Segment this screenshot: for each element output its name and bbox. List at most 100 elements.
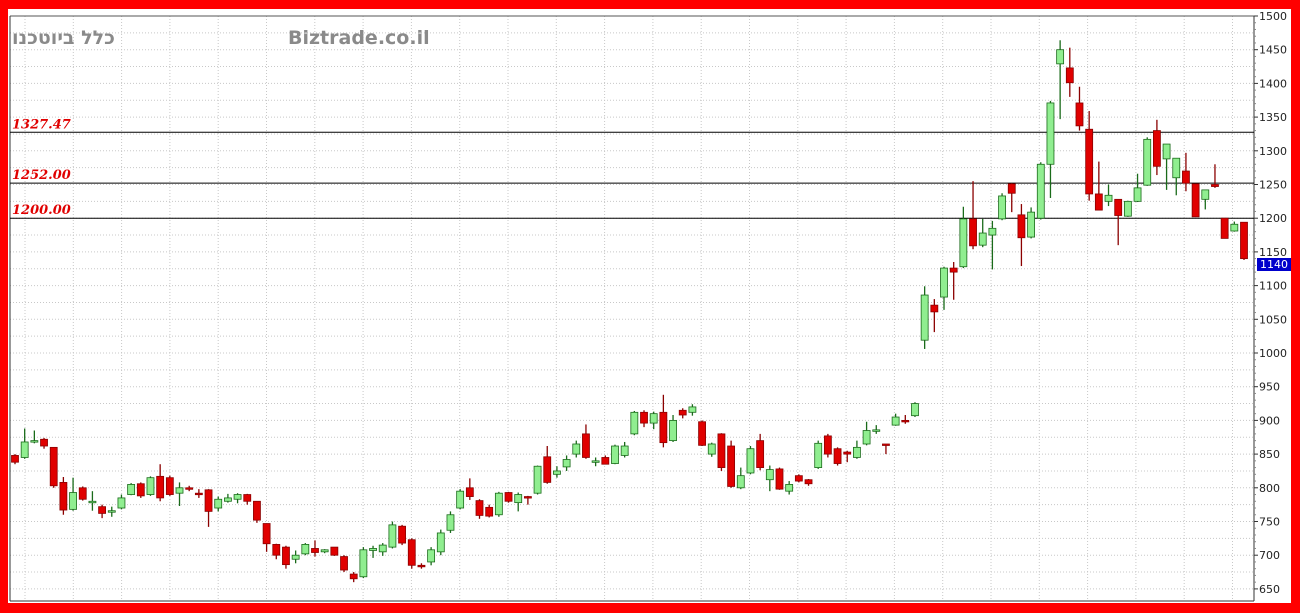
candle-body [340, 556, 348, 571]
candle-body [911, 403, 919, 417]
candle-body [1075, 102, 1084, 127]
candle-body [533, 465, 542, 494]
level-label: 1200.00 [12, 203, 71, 218]
candle-body [1114, 198, 1123, 216]
last-price-badge: 1140 [1257, 257, 1291, 271]
y-tick-label: 800 [1259, 482, 1280, 495]
y-tick-label: 1300 [1259, 145, 1287, 158]
chart-frame: 650 700 750 800 850 900 950 1000 1050 1100 1150 120… [8, 9, 1291, 603]
candle-body [378, 544, 387, 553]
candle-body [930, 304, 939, 313]
candle-body [640, 411, 648, 424]
candle-body [717, 433, 726, 468]
candle-body [253, 500, 261, 521]
y-tick-label: 1050 [1259, 313, 1287, 326]
candle-body [794, 475, 803, 482]
candle-body [669, 419, 677, 442]
candle-body [204, 489, 213, 512]
candle-body [407, 539, 416, 566]
candle-body [698, 421, 706, 446]
candle-body [649, 413, 658, 424]
candle-body [785, 484, 794, 492]
candle-body [562, 459, 571, 468]
candle-body [88, 500, 97, 504]
candle-body [223, 497, 232, 502]
candle-body [1065, 67, 1074, 84]
candle-body [1123, 200, 1132, 217]
candle-body [456, 490, 465, 509]
candle-body [765, 469, 774, 481]
candle-body [1104, 194, 1113, 202]
candle-body [1027, 211, 1036, 238]
candle-body [330, 546, 339, 556]
candle-body [736, 475, 745, 489]
candle-body [620, 445, 629, 456]
y-tick-label: 1350 [1259, 111, 1287, 124]
candle-body [572, 443, 581, 455]
level-label: 1327.47 [12, 117, 71, 132]
candle-body [523, 496, 532, 499]
candle-body [30, 440, 39, 443]
candle-body [804, 479, 813, 485]
candle-body [262, 523, 271, 545]
y-tick-label: 1200 [1259, 212, 1287, 225]
candle-body [165, 477, 174, 495]
candle-body [78, 487, 87, 500]
candle-body [998, 195, 1006, 220]
y-tick-label: 1400 [1259, 77, 1287, 90]
candle-body [49, 446, 58, 487]
candle-body [291, 554, 300, 560]
candle-body [485, 506, 494, 517]
candle-body [1056, 49, 1065, 65]
candle-body [446, 514, 455, 531]
candle-body [427, 549, 436, 563]
instrument-name: כלל ביוטכנו [12, 27, 115, 49]
candle-body [901, 419, 910, 423]
candle-body [117, 497, 126, 509]
candle-body [1240, 221, 1248, 260]
candle-body [920, 294, 929, 341]
candle-body [69, 492, 77, 510]
candle-body [727, 445, 736, 487]
candle-body [1017, 214, 1026, 239]
candle-body [11, 455, 19, 463]
candle-body [1191, 183, 1200, 218]
candle-body [40, 438, 48, 447]
candle-body [1133, 187, 1142, 202]
candle-body [107, 510, 116, 513]
candle-body [707, 443, 716, 455]
candle-body [688, 406, 697, 413]
candle-body [272, 544, 281, 556]
candle-body [59, 482, 68, 511]
candle-body [959, 218, 968, 268]
candle-body [891, 416, 900, 426]
candle-body [214, 498, 223, 509]
candle-body [601, 457, 610, 465]
y-tick-label: 1100 [1259, 280, 1287, 293]
y-tick-label: 700 [1259, 549, 1280, 562]
candle-body [1182, 170, 1190, 184]
candle-body [988, 227, 997, 236]
candle-body [127, 484, 136, 495]
y-tick-label: 650 [1259, 583, 1280, 596]
candle-body [833, 448, 842, 464]
candle-body [398, 525, 406, 544]
candle-body [156, 475, 165, 499]
candle-body [1085, 128, 1094, 195]
y-tick-label: 1000 [1259, 347, 1287, 360]
candle-body [969, 218, 977, 247]
candle-body [553, 470, 561, 475]
candle-body [775, 468, 784, 490]
y-tick-label: 950 [1259, 381, 1280, 394]
candle-body [659, 411, 668, 444]
candle-body [349, 573, 358, 580]
y-tick-label: 850 [1259, 448, 1280, 461]
candle-body [320, 549, 329, 553]
candle-body [1007, 183, 1016, 194]
candle-body [823, 435, 832, 455]
candle-body [630, 411, 639, 435]
candle-body [359, 549, 368, 578]
candle-body [301, 544, 310, 555]
candle-body [678, 409, 687, 416]
candle-body [940, 267, 948, 298]
